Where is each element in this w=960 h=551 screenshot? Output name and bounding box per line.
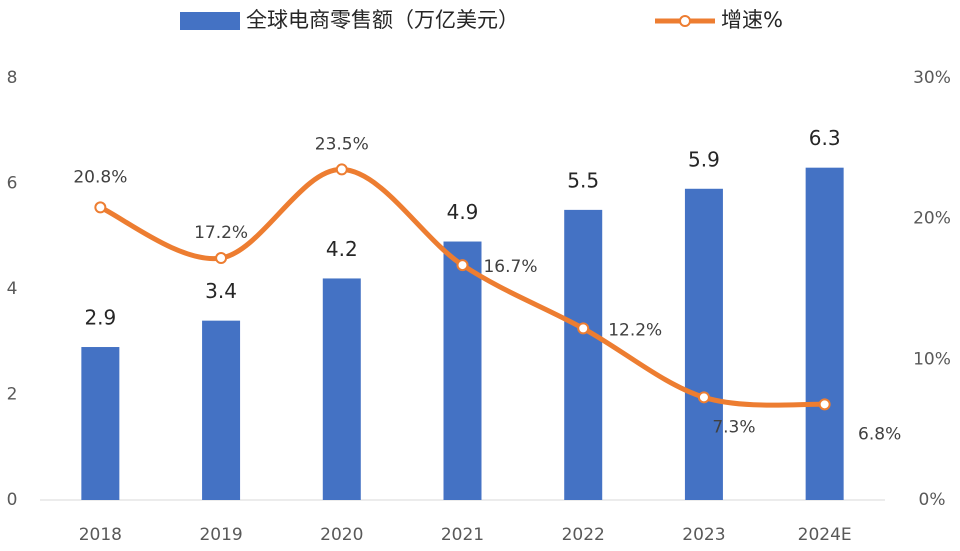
bar-label: 5.5 bbox=[567, 168, 599, 192]
line-marker bbox=[215, 252, 228, 265]
line-label: 12.2% bbox=[608, 320, 662, 340]
x-tick-label: 2019 bbox=[199, 525, 242, 545]
line-marker bbox=[94, 201, 107, 214]
bar-label: 3.4 bbox=[205, 279, 237, 303]
y-tick-label: 6 bbox=[7, 174, 18, 194]
line-marker bbox=[335, 163, 348, 176]
x-tick-label: 2024E bbox=[798, 525, 852, 545]
line-marker bbox=[818, 398, 831, 411]
line-marker bbox=[697, 391, 710, 404]
y-tick-label: 4 bbox=[7, 279, 18, 299]
bar-label: 5.9 bbox=[688, 147, 720, 171]
bar bbox=[564, 209, 603, 500]
y2-tick-label: 30% bbox=[913, 68, 951, 88]
x-tick-label: 2023 bbox=[682, 525, 725, 545]
y2-tick-label: 20% bbox=[913, 209, 951, 229]
legend-label: 增速% bbox=[721, 8, 783, 32]
y2-tick-label: 10% bbox=[913, 349, 951, 369]
bar-label: 4.9 bbox=[447, 200, 479, 224]
line-label: 16.7% bbox=[483, 257, 537, 277]
line-label: 20.8% bbox=[73, 167, 127, 187]
x-tick-label: 2018 bbox=[79, 525, 122, 545]
y-tick-label: 0 bbox=[7, 490, 18, 510]
x-tick-label: 2020 bbox=[320, 525, 363, 545]
y-tick-label: 2 bbox=[7, 385, 18, 405]
legend-marker bbox=[679, 15, 691, 27]
y-tick-label: 8 bbox=[7, 68, 18, 88]
legend-label: 全球电商零售额（万亿美元） bbox=[246, 8, 519, 32]
bar bbox=[805, 167, 844, 501]
bar bbox=[322, 278, 361, 500]
line-marker bbox=[456, 259, 469, 272]
x-tick-label: 2021 bbox=[441, 525, 484, 545]
y2-tick-label: 0% bbox=[919, 490, 946, 510]
bar-label: 4.2 bbox=[326, 237, 358, 261]
line-label: 7.3% bbox=[712, 417, 755, 437]
bar bbox=[684, 188, 723, 500]
bar-label: 6.3 bbox=[809, 126, 841, 150]
x-tick-label: 2022 bbox=[562, 525, 605, 545]
line-label: 23.5% bbox=[315, 134, 369, 154]
legend-swatch bbox=[180, 12, 240, 30]
bar bbox=[443, 241, 482, 500]
bar-label: 2.9 bbox=[84, 306, 116, 330]
bar bbox=[202, 320, 241, 500]
line-marker bbox=[577, 322, 590, 335]
bar bbox=[81, 347, 120, 500]
line-label: 17.2% bbox=[194, 223, 248, 243]
line-label: 6.8% bbox=[858, 424, 901, 444]
